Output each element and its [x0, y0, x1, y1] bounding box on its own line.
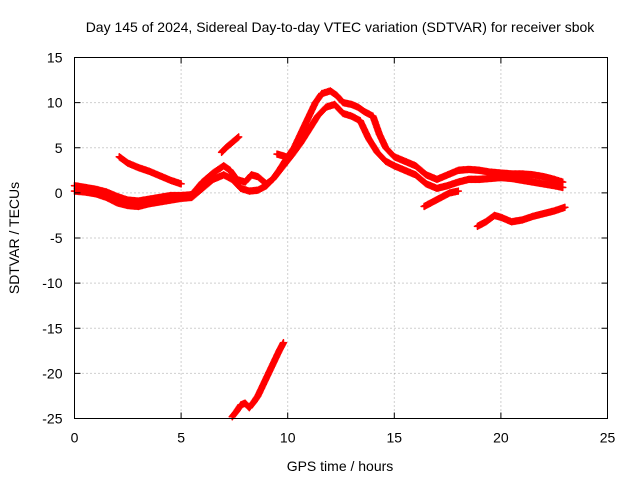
y-axis-label: SDTVAR / TECUs [6, 182, 22, 294]
series-markers [217, 133, 243, 157]
series-arc-7-to-7.7h [217, 133, 243, 157]
series-markers [228, 338, 288, 421]
series-arc-18.9-to-23h [473, 203, 569, 231]
x-tick-label: 25 [600, 430, 616, 446]
tick-layer [74, 57, 608, 419]
x-tick-label: 0 [71, 430, 79, 446]
x-axis-label: GPS time / hours [287, 458, 394, 474]
y-tick-label: -20 [42, 365, 62, 381]
y-tick-label: 0 [55, 185, 63, 201]
y-tick-label: 5 [55, 140, 63, 156]
series-markers [115, 152, 185, 188]
series-arc-16.5-to-18h [420, 187, 463, 211]
series-arc-low-7.4-to-9.8h [228, 338, 288, 421]
tick-label-layer: 0 5 10 15 20 25 -25 -20 -15 -10 -5 0 5 10 15 [42, 50, 615, 446]
grid-layer [74, 57, 608, 419]
series-markers [473, 203, 569, 231]
x-tick-label: 15 [387, 430, 403, 446]
y-tick-label: -5 [50, 230, 63, 246]
series-arc-2-to-5h [115, 152, 185, 188]
x-tick-label: 5 [177, 430, 185, 446]
series-layer [70, 87, 569, 421]
y-tick-label: -25 [42, 411, 62, 427]
series-arc-9.5-to-10h [273, 150, 292, 162]
chart-title: Day 145 of 2024, Sidereal Day-to-day VTE… [86, 19, 596, 35]
series-markers [273, 150, 292, 162]
x-tick-label: 10 [280, 430, 296, 446]
y-tick-label: -15 [42, 320, 62, 336]
x-tick-label: 20 [493, 430, 509, 446]
y-tick-label: -10 [42, 275, 62, 291]
y-tick-label: 10 [47, 95, 63, 111]
series-markers [420, 187, 463, 211]
y-tick-label: 15 [47, 50, 63, 66]
